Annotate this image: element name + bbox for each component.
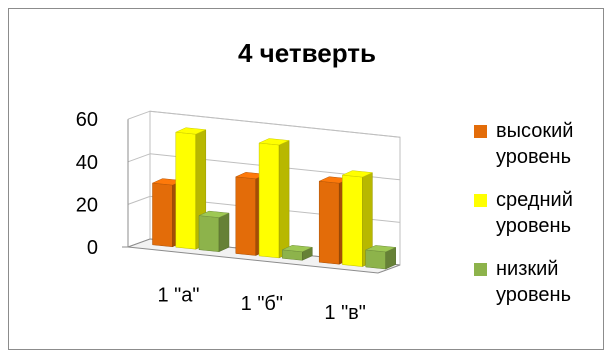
bar-side	[218, 212, 230, 253]
side-gridline	[127, 153, 151, 163]
bar	[235, 176, 257, 256]
legend-swatch-high	[474, 125, 487, 138]
bar	[258, 142, 280, 259]
y-tick-label: 20	[76, 194, 98, 216]
bar-top	[364, 245, 397, 253]
legend-swatch-low	[474, 263, 487, 276]
side-gridline	[127, 195, 151, 205]
legend-label-high: высокий уровень	[496, 120, 574, 168]
bar	[318, 180, 340, 265]
bar-side	[278, 140, 290, 259]
legend-label-low: низкий уровень	[496, 258, 572, 306]
bar-top	[174, 127, 207, 135]
x-tick-label: 1 "б"	[241, 293, 283, 315]
y-tick-label: 0	[87, 237, 98, 259]
bar	[152, 182, 173, 248]
bar	[198, 215, 220, 252]
bar	[175, 131, 197, 250]
legend-item-medium: средний уровень	[474, 187, 608, 239]
legend-item-high: высокий уровень	[474, 118, 608, 170]
legend-swatch-medium	[474, 194, 487, 207]
bar-top	[258, 138, 291, 146]
legend-label-medium: средний уровень	[496, 189, 573, 237]
legend: высокий уровень средний уровень низкий у…	[474, 118, 608, 325]
bar-top	[281, 245, 314, 253]
bar-top	[198, 210, 230, 218]
chart-title: 4 четверть	[238, 38, 376, 68]
y-tick-label: 40	[76, 152, 98, 174]
bar	[342, 174, 363, 267]
bar-top	[341, 170, 374, 178]
x-tick-label: 1 "в"	[324, 302, 366, 324]
x-tick-label: 1 "а"	[157, 284, 199, 306]
chart-frame	[8, 8, 604, 350]
side-gridline	[127, 110, 151, 120]
gridline	[149, 110, 401, 138]
y-tick-label: 60	[76, 109, 98, 131]
legend-item-low: низкий уровень	[474, 256, 608, 308]
bar	[365, 249, 386, 270]
